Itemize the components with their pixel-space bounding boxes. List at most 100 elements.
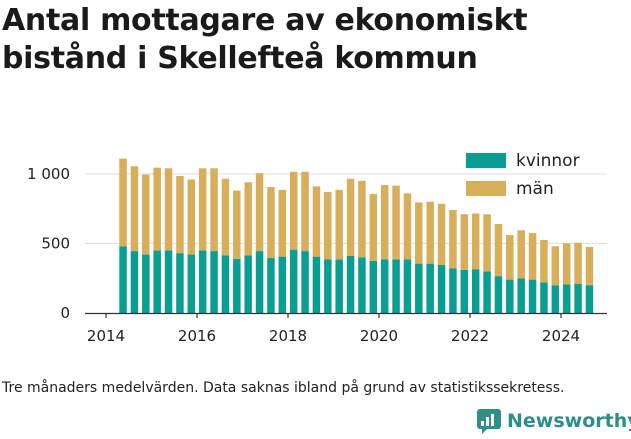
- bar-man: [164, 168, 173, 251]
- bar-kvinnor: [483, 271, 491, 313]
- bar-man: [483, 214, 491, 272]
- bar-kvinnor: [562, 284, 571, 313]
- bar-kvinnor: [187, 254, 196, 313]
- bar-kvinnor: [335, 259, 343, 313]
- bar-kvinnor: [528, 279, 537, 313]
- bar-man: [437, 203, 446, 265]
- bar-kvinnor: [198, 250, 207, 313]
- brand-name: Newsworthy: [507, 410, 631, 432]
- legend: kvinnor män: [466, 151, 580, 199]
- bar-man: [255, 173, 264, 252]
- bar-kvinnor: [437, 265, 446, 313]
- y-axis-ticks: 0 500 1 000: [27, 165, 70, 322]
- bar-man: [130, 166, 139, 252]
- bar-man: [198, 168, 207, 251]
- bar-man: [540, 239, 548, 283]
- bar-kvinnor: [278, 256, 287, 313]
- bar-man: [210, 168, 218, 252]
- bar-man: [312, 186, 321, 257]
- newsworthy-logo-icon: [477, 409, 501, 434]
- bar-kvinnor: [540, 282, 548, 313]
- bar-kvinnor: [471, 269, 480, 313]
- bar-kvinnor: [119, 246, 127, 313]
- bar-kvinnor: [358, 257, 366, 313]
- bar-kvinnor: [403, 259, 412, 313]
- bar-kvinnor: [255, 251, 264, 313]
- bar-man: [551, 246, 560, 286]
- bar-man: [506, 235, 514, 280]
- bar-man: [335, 189, 343, 260]
- chart-area: 0 500 1 000 2014 2016 2018 2020 2022 2024 kvinn…: [27, 151, 607, 345]
- bar-kvinnor: [517, 278, 525, 313]
- bar-kvinnor: [585, 285, 594, 313]
- newsworthy-brand[interactable]: Newsworthy: [476, 408, 631, 434]
- bar-man: [221, 178, 230, 256]
- bar-man: [142, 174, 150, 255]
- x-axis: 2014 2016 2018 2020 2022 2024: [85, 312, 607, 345]
- bar-man: [267, 187, 275, 259]
- bar-man: [324, 191, 332, 260]
- bar-man: [187, 179, 196, 255]
- bar-kvinnor: [130, 251, 139, 313]
- bar-kvinnor: [301, 251, 309, 313]
- bar-kvinnor: [369, 260, 378, 313]
- bar-kvinnor: [426, 263, 434, 313]
- bar-kvinnor: [380, 259, 389, 313]
- x-tick-label: 2014: [87, 327, 125, 345]
- bar-kvinnor: [233, 258, 241, 313]
- bar-man: [233, 190, 241, 259]
- bar-man: [415, 202, 423, 264]
- bar-kvinnor: [142, 254, 150, 313]
- bar-kvinnor: [574, 283, 582, 313]
- bar-kvinnor: [415, 263, 423, 313]
- bar-man: [574, 242, 582, 284]
- bar-man: [426, 201, 434, 264]
- bar-kvinnor: [267, 258, 275, 313]
- bar-kvinnor: [176, 253, 184, 313]
- legend-swatch-kvinnor: [466, 153, 506, 168]
- bar-man: [119, 158, 127, 247]
- bar-kvinnor: [460, 269, 469, 313]
- bar-man: [460, 214, 469, 270]
- bar-kvinnor: [289, 249, 298, 313]
- x-tick-label: 2022: [451, 327, 489, 345]
- bar-man: [528, 233, 537, 280]
- bar-kvinnor: [392, 259, 400, 313]
- bar-man: [517, 230, 525, 279]
- legend-swatch-man: [466, 181, 506, 196]
- bar-kvinnor: [494, 276, 503, 313]
- bar-kvinnor: [244, 255, 252, 313]
- bar-kvinnor: [164, 250, 173, 313]
- bar-man: [392, 185, 400, 260]
- bar-man: [301, 171, 309, 252]
- x-tick-label: 2018: [269, 327, 307, 345]
- bar-man: [369, 194, 378, 261]
- bar-man: [449, 210, 457, 269]
- bar-man: [153, 167, 161, 251]
- x-tick-label: 2016: [178, 327, 216, 345]
- bars: [119, 158, 594, 313]
- y-tick-label: 0: [60, 304, 70, 322]
- bar-man: [244, 182, 252, 256]
- bar-kvinnor: [153, 250, 161, 313]
- legend-label-man: män: [516, 179, 554, 199]
- bar-kvinnor: [551, 285, 560, 313]
- bar-kvinnor: [221, 255, 230, 313]
- bar-man: [494, 223, 503, 277]
- chart-title: Antal mottagare av ekonomiskt bistånd i …: [2, 3, 528, 76]
- bar-man: [289, 171, 298, 250]
- bar-man: [278, 189, 287, 257]
- caption: Tre månaders medelvärden. Data saknas ib…: [2, 380, 565, 396]
- x-tick-label: 2024: [542, 327, 580, 345]
- bar-kvinnor: [210, 251, 218, 313]
- y-tick-label: 1 000: [27, 165, 70, 183]
- y-tick-label: 500: [41, 234, 70, 252]
- x-tick-label: 2020: [360, 327, 398, 345]
- bar-man: [346, 178, 355, 256]
- bar-man: [380, 185, 389, 260]
- bar-kvinnor: [449, 268, 457, 313]
- bar-man: [562, 243, 571, 285]
- legend-label-kvinnor: kvinnor: [516, 151, 580, 171]
- bar-kvinnor: [506, 279, 514, 313]
- bar-man: [358, 180, 366, 258]
